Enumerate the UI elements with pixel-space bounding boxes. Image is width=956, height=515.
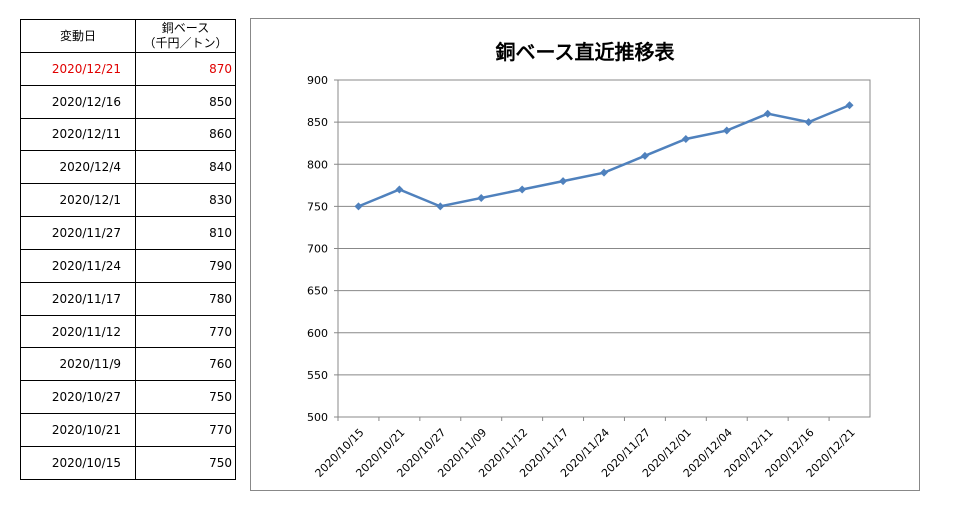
header-value-line2: （千円／トン） (143, 35, 228, 50)
series-line (357, 104, 851, 208)
data-point (804, 118, 813, 127)
table-row: 2020/11/9 760 (20, 347, 236, 382)
header-date: 変動日 (20, 19, 136, 53)
row-date: 2020/12/4 (20, 150, 136, 185)
data-point (354, 202, 363, 211)
chart-title: 銅ベース直近推移表 (496, 40, 676, 64)
table-row: 2020/10/15 750 (20, 445, 236, 480)
data-point (640, 151, 649, 160)
row-value: 790 (135, 248, 236, 283)
row-value: 810 (135, 216, 236, 250)
table-row: 2020/12/16 850 (20, 84, 236, 119)
data-point (518, 185, 527, 194)
chart-frame: 銅ベース直近推移表 500 550 600 650 700 750 800 850 900 202… (250, 18, 920, 491)
row-date: 2020/12/21 (20, 51, 136, 86)
row-date: 2020/12/1 (20, 183, 136, 218)
row-value: 860 (135, 117, 236, 152)
table-row: 2020/11/27 810 (20, 216, 236, 250)
y-tick-label: 500 (307, 411, 328, 424)
grid-layer (337, 79, 871, 418)
data-point (722, 126, 731, 135)
data-point (845, 101, 854, 110)
data-point (477, 193, 486, 202)
y-tick-label: 550 (307, 369, 328, 382)
row-value: 830 (135, 183, 236, 218)
axis-layer: 5005506006507007508008509002020/10/15202… (307, 74, 858, 480)
header-value: 銅ベース （千円／トン） (135, 19, 236, 53)
row-date: 2020/10/21 (20, 413, 136, 447)
y-tick-label: 900 (307, 74, 328, 87)
row-value: 770 (135, 314, 236, 349)
line-chart: 銅ベース直近推移表 500550600650700750800850900202… (307, 40, 871, 480)
row-value: 870 (135, 51, 236, 86)
header-value-line1: 銅ベース (161, 20, 210, 35)
table-row: 2020/11/12 770 (20, 314, 236, 349)
row-value: 780 (135, 281, 236, 316)
data-point (600, 168, 608, 177)
y-tick-label: 650 (307, 285, 328, 298)
y-tick-label: 800 (307, 158, 328, 171)
table-row: 2020/12/1 830 (20, 183, 236, 218)
data-point (763, 109, 772, 118)
table-row: 2020/12/11 860 (20, 117, 236, 152)
y-tick-label: 850 (307, 116, 328, 129)
table-row: 2020/10/21 770 (20, 413, 236, 447)
row-date: 2020/11/17 (20, 281, 136, 316)
y-tick-label: 750 (307, 200, 328, 213)
row-date: 2020/12/16 (20, 84, 136, 119)
price-table: 変動日 銅ベース （千円／トン） 2020/12/21 870 2020/12/16… (20, 19, 236, 480)
row-value: 840 (135, 150, 236, 185)
table-row: 2020/10/27 750 (20, 380, 236, 415)
row-value: 760 (135, 347, 236, 382)
row-date: 2020/11/24 (20, 248, 136, 283)
table-header-row: 変動日 銅ベース （千円／トン） (20, 19, 236, 53)
row-date: 2020/11/12 (20, 314, 136, 349)
table-row: 2020/11/17 780 (20, 281, 236, 316)
data-point (559, 177, 568, 186)
row-date: 2020/10/15 (20, 445, 136, 480)
row-date: 2020/11/9 (20, 347, 136, 382)
table-row: 2020/12/21 870 (20, 51, 236, 86)
y-tick-label: 700 (307, 243, 328, 256)
y-tick-label: 600 (307, 327, 328, 340)
table-row: 2020/12/4 840 (20, 150, 236, 185)
row-date: 2020/12/11 (20, 117, 136, 152)
row-date: 2020/11/27 (20, 216, 136, 250)
row-value: 770 (135, 413, 236, 447)
row-value: 850 (135, 84, 236, 119)
series-layer (354, 101, 854, 211)
data-point (681, 134, 690, 143)
table-row: 2020/11/24 790 (20, 248, 236, 283)
row-date: 2020/10/27 (20, 380, 136, 415)
row-value: 750 (135, 380, 236, 415)
data-point (436, 202, 445, 211)
data-point (395, 185, 404, 194)
row-value: 750 (135, 445, 236, 480)
